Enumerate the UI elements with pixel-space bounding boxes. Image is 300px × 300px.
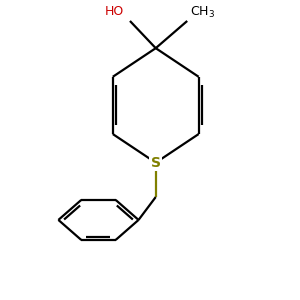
Text: S: S bbox=[151, 156, 161, 170]
Text: HO: HO bbox=[105, 5, 124, 18]
Text: CH$_3$: CH$_3$ bbox=[190, 4, 215, 20]
